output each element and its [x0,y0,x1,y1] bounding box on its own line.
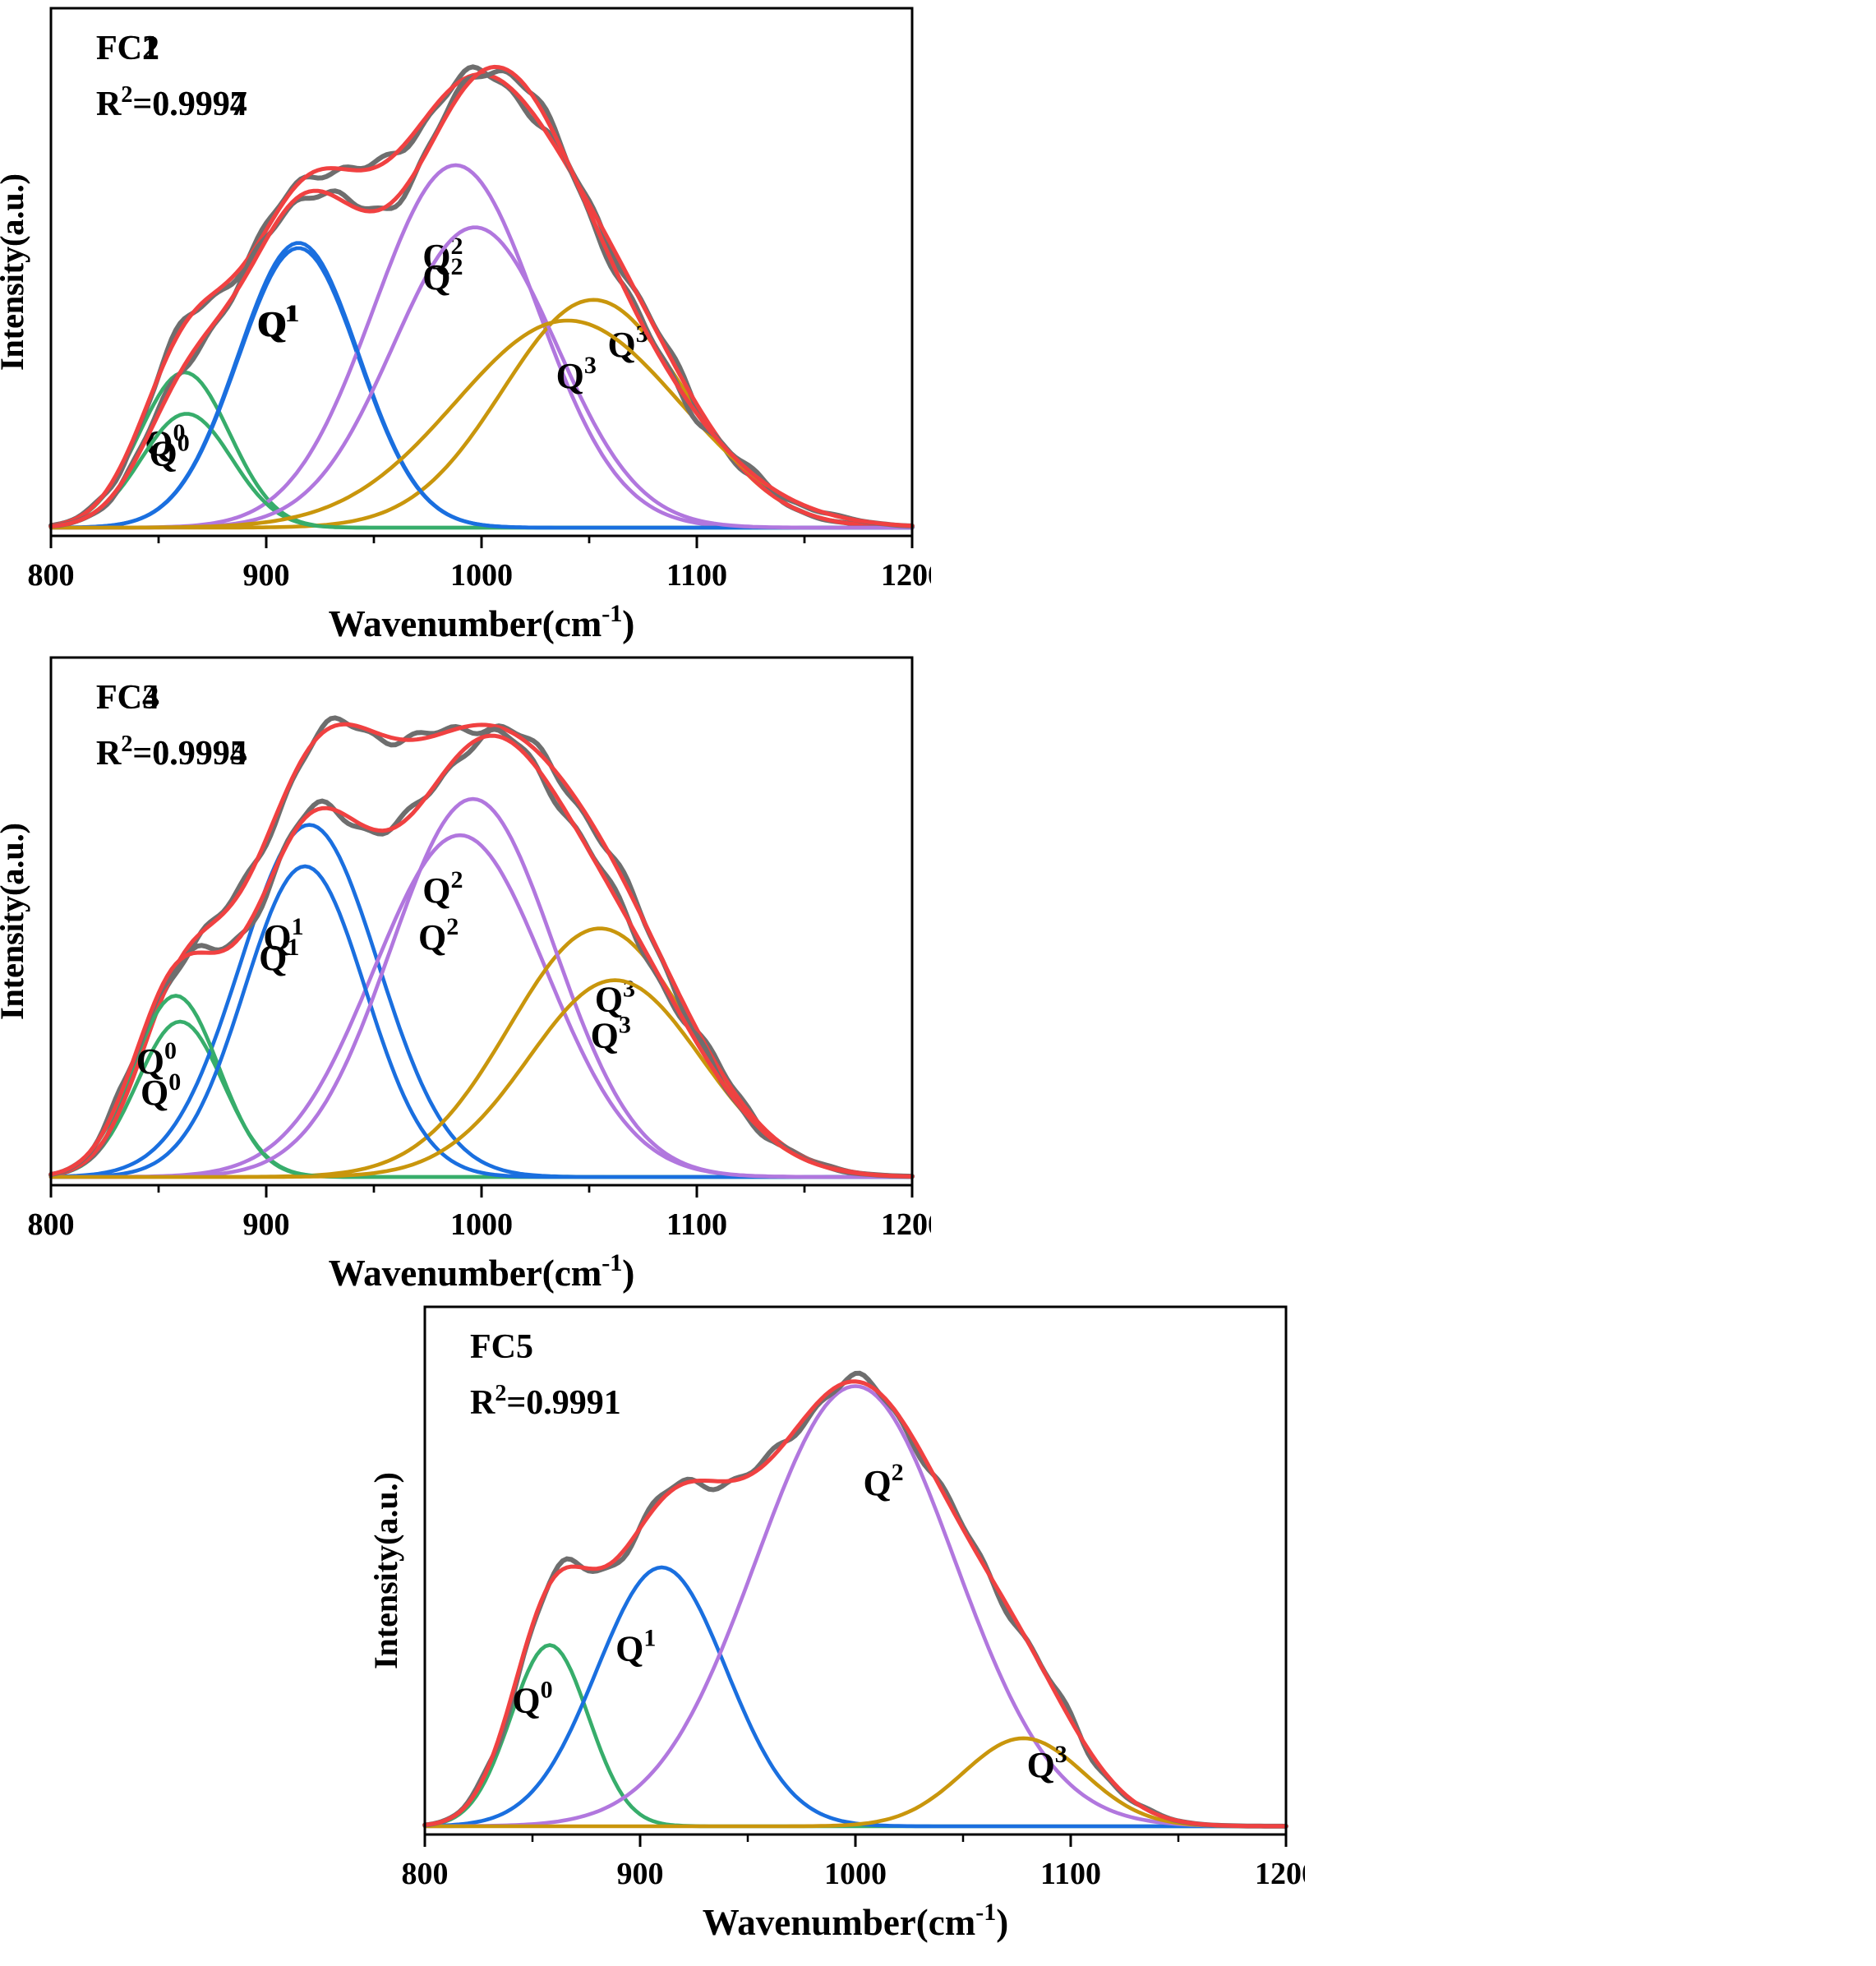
chart-fc5: 800 900 1000 1100 1200 Wavenumber(cm-1) Intens… [374,1305,1305,1943]
x-tick-label: 900 [243,558,290,593]
x-axis-label: Wavenumber(cm-1) [703,1899,1008,1943]
component-curve-q1 [48,241,915,530]
y-axis-label: Intensity(a.u.) [0,173,30,371]
r-squared-label: R2=0.9991 [470,1381,621,1422]
peak-label-q3: Q3 [595,975,635,1019]
chart-fc4: 800 900 1000 1100 1200 Wavenumber(cm-1) Intens… [0,656,931,1294]
component-curve-q1 [422,1565,1288,1829]
peak-label-q3: Q3 [1027,1741,1067,1785]
peak-label-q2: Q2 [422,866,463,911]
x-tick-label: 1000 [450,558,513,593]
x-tick-label: 1000 [450,558,513,593]
x-tick-label: 1100 [666,558,727,593]
peak-label-q0: Q0 [145,419,185,464]
x-tick-label: 1100 [666,1207,727,1242]
x-tick-label: 1200 [1255,1857,1305,1891]
fit-curve [48,722,915,1179]
x-tick-label: 1100 [666,1207,727,1242]
peak-label-q1: Q1 [256,300,297,344]
component-curve-q2 [48,225,915,530]
peak-label-q0: Q0 [136,1037,177,1082]
x-tick-label: 1000 [824,1857,887,1891]
panel-fc5: 800 900 1000 1100 1200 Wavenumber(cm-1) Intens… [374,1299,1305,1966]
r-squared-label: R2=0.9995 [96,731,247,773]
x-axis-label: Wavenumber(cm-1) [329,1249,634,1294]
x-tick-label: 900 [617,1857,664,1891]
component-curve-q0 [422,1643,1288,1829]
measured-curve [48,727,915,1179]
x-tick-label: 800 [28,558,75,593]
fit-curve [48,733,915,1179]
y-axis-label: Intensity(a.u.) [374,1472,404,1669]
x-tick-label: 1100 [1040,1857,1101,1891]
peak-label-q0: Q0 [141,1068,181,1113]
component-curve-q1 [48,864,915,1179]
y-axis-label: Intensity(a.u.) [0,823,30,1020]
peak-label-q3: Q3 [556,352,597,396]
chart-fc2: 800 900 1000 1100 1200 Wavenumber(cm-1) Intens… [0,7,931,644]
x-tick-label: 1000 [450,1207,513,1242]
panel-title: FC5 [470,1328,533,1366]
peak-label-q1: Q1 [615,1624,656,1668]
fit-curve [48,64,915,528]
peak-label-q3: Q3 [591,1012,631,1056]
y-axis-label: Intensity(a.u.) [0,173,30,371]
x-axis-label: Wavenumber(cm-1) [329,1249,634,1294]
x-tick-label: 800 [402,1857,449,1891]
panel-fc2: 800 900 1000 1100 1200 Wavenumber(cm-1) Intens… [0,0,931,649]
panel-title: FC3 [96,679,159,717]
x-axis-label: Wavenumber(cm-1) [329,600,634,644]
x-tick-label: 1200 [881,558,931,593]
x-tick-label: 1200 [881,558,931,593]
r-squared-label: R2=0.9994 [96,82,247,123]
x-tick-label: 900 [243,558,290,593]
peak-label-q2: Q2 [863,1459,903,1503]
panel-title: FC2 [96,30,159,67]
x-tick-label: 1200 [881,1207,931,1242]
panel-title: FC4 [96,679,159,717]
peak-label-q1: Q1 [259,300,299,344]
component-curve-q2 [422,1384,1288,1829]
peak-label-q0: Q0 [512,1676,552,1720]
x-tick-label: 900 [243,1207,290,1242]
x-tick-label: 1000 [450,1207,513,1242]
peak-label-q2: Q2 [418,913,459,958]
peak-label-q1: Q1 [259,934,299,978]
peak-label-q2: Q2 [422,253,463,298]
x-tick-label: 1200 [881,1207,931,1242]
fit-curve [422,1379,1288,1829]
x-axis-label: Wavenumber(cm-1) [329,600,634,644]
component-curve-q3 [422,1736,1288,1829]
x-tick-label: 800 [28,1207,75,1242]
r-squared-label: R2=0.9994 [96,731,247,773]
panel-fc4: 800 900 1000 1100 1200 Wavenumber(cm-1) Intens… [0,649,931,1299]
panel-title: FC1 [96,30,159,67]
r-squared-label: R2=0.9997 [96,82,247,123]
peak-label-q0: Q0 [149,429,189,473]
x-tick-label: 800 [28,558,75,593]
x-tick-label: 1100 [666,558,727,593]
x-tick-label: 800 [28,1207,75,1242]
y-axis-label: Intensity(a.u.) [0,823,30,1020]
x-tick-label: 900 [243,1207,290,1242]
measured-curve [48,67,915,529]
